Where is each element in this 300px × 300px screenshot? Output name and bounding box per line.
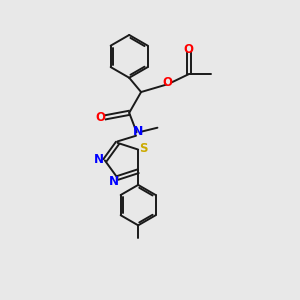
Text: N: N — [94, 153, 104, 166]
Text: O: O — [95, 111, 105, 124]
Text: N: N — [133, 125, 143, 138]
Text: N: N — [108, 175, 118, 188]
Text: S: S — [139, 142, 148, 155]
Text: O: O — [184, 43, 194, 56]
Text: O: O — [162, 76, 172, 89]
